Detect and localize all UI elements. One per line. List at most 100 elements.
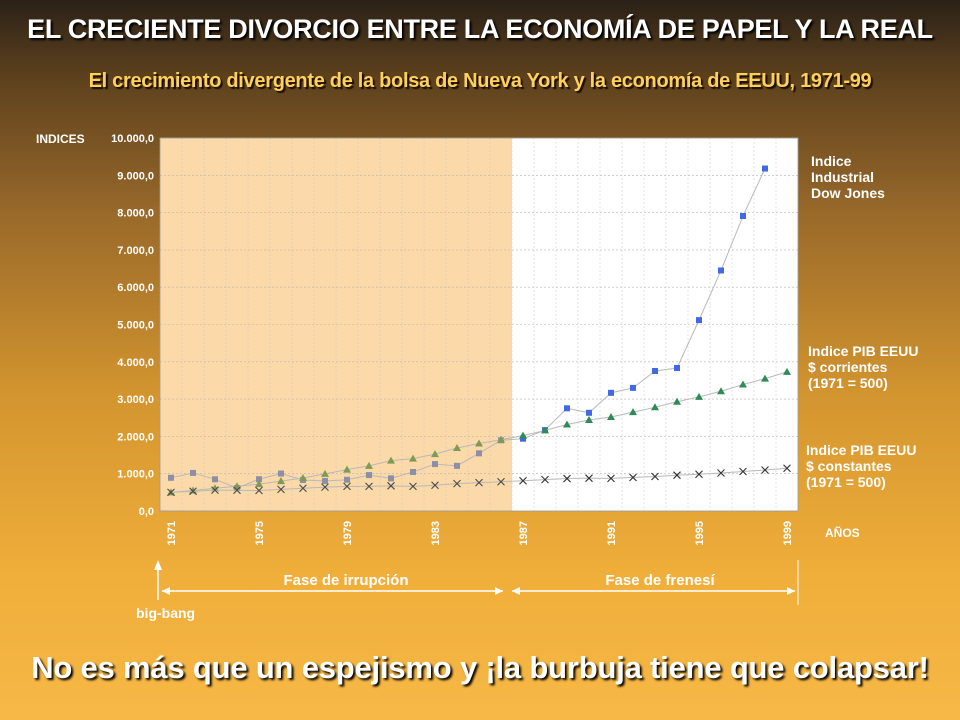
data-point — [409, 482, 417, 491]
big-bang-arrow-head — [154, 560, 162, 570]
data-point — [255, 486, 263, 495]
data-point — [696, 317, 702, 324]
data-point — [608, 389, 614, 396]
data-point — [365, 461, 373, 469]
series-label: (1971 = 500) — [808, 375, 888, 391]
data-point — [717, 387, 725, 395]
data-point — [651, 472, 659, 481]
data-point — [673, 397, 681, 405]
data-point — [387, 456, 395, 464]
data-point — [212, 476, 218, 483]
page-subtitle: El crecimiento divergente de la bolsa de… — [88, 70, 872, 92]
data-point — [476, 450, 482, 457]
data-point — [299, 473, 307, 481]
data-point — [278, 470, 284, 477]
y-tick-label: 0,0 — [139, 506, 154, 518]
y-tick-label: 3.000,0 — [117, 394, 154, 406]
x-tick-label: 1971 — [166, 521, 178, 545]
data-point — [497, 435, 505, 443]
data-point — [453, 443, 461, 451]
data-point — [388, 475, 394, 482]
data-point — [652, 367, 658, 374]
y-tick-label: 9.000,0 — [117, 170, 154, 182]
data-point — [563, 474, 571, 483]
y-tick-label: 4.000,0 — [117, 357, 154, 369]
data-point — [256, 476, 262, 483]
big-bang-label: big-bang — [136, 605, 195, 621]
data-point — [233, 486, 241, 495]
y-tick-label: 5.000,0 — [117, 320, 154, 332]
footer-text: No es más que un espejismo y ¡la burbuja… — [31, 650, 929, 685]
x-tick-label: 1987 — [518, 521, 530, 545]
data-point — [432, 461, 438, 468]
data-point — [519, 431, 527, 439]
data-point — [762, 165, 768, 172]
phase1-label: Fase de irrupción — [283, 572, 408, 589]
data-point — [189, 487, 197, 496]
page-title: EL CRECIENTE DIVORCIO ENTRE LA ECONOMÍA … — [27, 14, 933, 44]
phase2-arrow-left-head — [512, 587, 520, 595]
x-tick-label: 1995 — [694, 521, 706, 545]
data-point — [431, 450, 439, 458]
series-label: Industrial — [811, 169, 874, 185]
data-point — [519, 476, 527, 485]
data-point — [497, 477, 505, 486]
phase2-label: Fase de frenesí — [605, 572, 715, 589]
data-point — [585, 474, 593, 483]
data-point — [233, 482, 241, 490]
data-point — [365, 482, 373, 491]
data-point — [541, 426, 549, 434]
y-tick-label: 7.000,0 — [117, 245, 154, 257]
series-label: Indice PIB EEUU — [806, 442, 916, 458]
x-axis-ticks: 1971 1975 1979 1983 1987 1991 1995 1999 — [166, 521, 794, 545]
data-point — [586, 409, 592, 416]
data-point — [344, 476, 350, 483]
series-label: Indice PIB EEUU — [808, 343, 918, 359]
data-point — [541, 475, 549, 484]
y-tick-label: 6.000,0 — [117, 282, 154, 294]
data-point — [321, 469, 329, 477]
series-label: $ constantes — [806, 458, 892, 474]
x-tick-label: 1979 — [342, 521, 354, 545]
data-point — [607, 413, 615, 421]
x-tick-label: 1991 — [606, 521, 618, 545]
data-point — [321, 483, 329, 492]
series-group — [167, 165, 791, 497]
data-point — [366, 472, 372, 479]
data-point — [255, 480, 263, 488]
series-line-0 — [170, 168, 766, 489]
data-point — [299, 484, 307, 493]
data-point — [277, 477, 285, 485]
data-point — [695, 470, 703, 479]
data-point — [431, 481, 439, 490]
data-point — [387, 481, 395, 490]
data-point — [629, 408, 637, 416]
data-point — [520, 435, 526, 442]
series-label: Indice — [811, 153, 852, 169]
data-point — [453, 479, 461, 488]
data-point — [674, 364, 680, 371]
x-tick-label: 1999 — [782, 521, 794, 545]
data-point — [167, 488, 175, 497]
y-tick-label: 2.000,0 — [117, 431, 154, 443]
data-point — [563, 420, 571, 428]
phase1-arrow-right-head — [495, 587, 503, 595]
data-point — [454, 462, 460, 469]
data-point — [190, 469, 196, 476]
data-point — [717, 469, 725, 477]
data-point — [629, 473, 637, 482]
data-point — [783, 464, 791, 473]
y-tick-label: 8.000,0 — [117, 208, 154, 220]
data-point — [564, 405, 570, 412]
x-axis-label: AÑOS — [825, 525, 860, 540]
series-label: Dow Jones — [811, 185, 885, 201]
gridlines — [159, 137, 799, 512]
data-point — [585, 415, 593, 423]
y-axis-ticks: 0,0 1.000,0 2.000,0 3.000,0 4.000,0 5.000,0 6.… — [111, 133, 154, 518]
series-label: (1971 = 500) — [806, 474, 886, 490]
phase2-arrow-right-head — [787, 587, 795, 595]
y-axis-label: INDICES — [36, 132, 85, 146]
data-point — [343, 482, 351, 491]
